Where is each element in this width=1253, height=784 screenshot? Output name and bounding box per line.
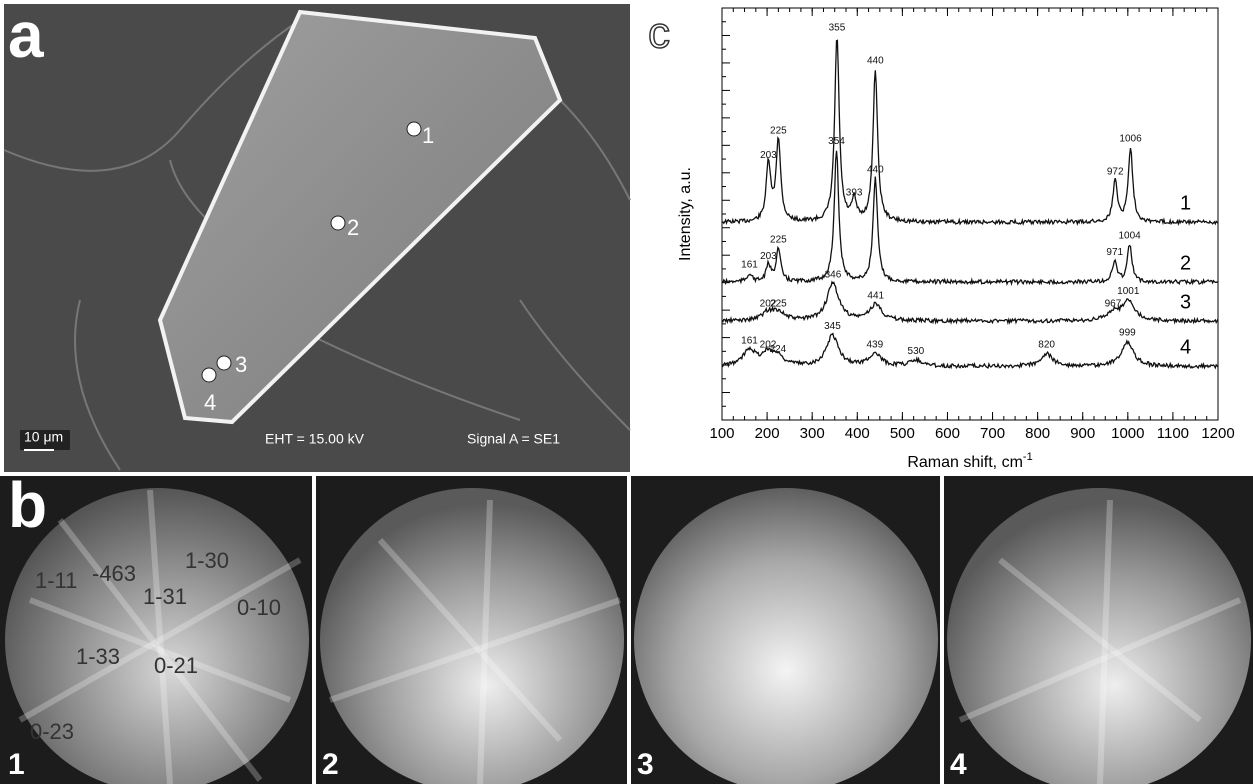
point-marker (331, 216, 345, 230)
chart-bg (632, 4, 1249, 472)
x-tick-label: 300 (800, 425, 825, 442)
y-axis-label: Intensity, a.u. (677, 167, 694, 261)
peak-label: 345 (824, 321, 841, 332)
peak-label: 441 (867, 290, 884, 301)
x-tick-label: 400 (845, 425, 870, 442)
peak-label: 967 (1105, 299, 1122, 310)
peak-label: 972 (1107, 167, 1124, 178)
point-label: 2 (347, 215, 359, 240)
peak-label: 225 (770, 235, 787, 246)
peak-label: 354 (828, 136, 845, 147)
point-label: 1 (422, 123, 434, 148)
pattern-index: 0-21 (154, 653, 198, 678)
eht-label: EHT = 15.00 kV (265, 431, 365, 447)
x-tick-label: 600 (935, 425, 960, 442)
pattern-index: 1-33 (76, 644, 120, 669)
peak-label: 225 (770, 299, 787, 310)
peak-label: 203 (760, 251, 777, 262)
panel-label: b (8, 469, 47, 541)
x-tick-label: 700 (980, 425, 1005, 442)
peak-label: 203 (760, 150, 777, 161)
spectrum-label: 4 (1180, 337, 1191, 359)
peak-label: 439 (867, 340, 884, 351)
panel-label: c (648, 9, 670, 58)
x-tick-label: 800 (1025, 425, 1050, 442)
ebsd-pattern (320, 488, 624, 784)
peak-label: 1001 (1117, 286, 1140, 297)
pattern-index: 0-10 (237, 595, 281, 620)
pattern-number: 4 (950, 748, 967, 781)
spectrum-label: 3 (1180, 291, 1191, 313)
pattern-number: 1 (8, 748, 25, 781)
point-label: 4 (204, 390, 216, 415)
peak-label: 1006 (1119, 134, 1142, 145)
panel-label: a (8, 0, 44, 71)
x-tick-label: 1200 (1201, 425, 1234, 442)
x-tick-label: 1100 (1157, 425, 1189, 442)
panel-a: 1 2 3 4 a 10 μm EHT = 15.00 kV Signal A … (4, 0, 630, 472)
spectrum-label: 1 (1180, 193, 1191, 215)
peak-label: 999 (1119, 327, 1136, 338)
x-tick-label: 1000 (1111, 425, 1144, 442)
scale-bar-label: 10 μm (24, 429, 63, 445)
peak-label: 820 (1038, 340, 1055, 351)
x-tick-label: 900 (1070, 425, 1095, 442)
peak-label: 355 (829, 22, 846, 33)
pattern-index: 1-31 (143, 584, 187, 609)
x-axis-label-text: Raman shift, cm (907, 454, 1023, 471)
peak-label: 161 (741, 259, 758, 270)
point-marker (407, 122, 421, 136)
peak-label: 161 (741, 336, 758, 347)
point-marker (217, 356, 231, 370)
peak-label: 346 (825, 270, 842, 281)
pattern-index: 1-30 (185, 548, 229, 573)
pattern-number: 3 (637, 748, 654, 781)
x-tick-label: 100 (709, 425, 734, 442)
peak-label: 224 (770, 344, 787, 355)
signal-label: Signal A = SE1 (467, 431, 560, 447)
peak-label: 1004 (1118, 231, 1141, 242)
ebsd-pattern (634, 488, 938, 784)
peak-label: 971 (1106, 247, 1123, 258)
pattern-index: 0-23 (30, 719, 74, 744)
point-marker (202, 368, 216, 382)
peak-label: 440 (867, 165, 884, 176)
figure: 1 2 3 4 a 10 μm EHT = 15.00 kV Signal A … (0, 0, 1253, 784)
peak-label: 530 (908, 346, 925, 357)
pattern-number: 2 (322, 748, 339, 781)
point-label: 3 (235, 352, 247, 377)
x-tick-label: 200 (755, 425, 780, 442)
peak-label: 393 (846, 187, 863, 198)
pattern-index: 1-11 (35, 568, 77, 593)
spectrum-label: 2 (1180, 252, 1191, 274)
panel-c: c Intensity, a.u. Raman shift, cm-1 100 2… (632, 4, 1249, 472)
x-axis-label-sup: -1 (1023, 451, 1033, 463)
panel-b: b 1-11 -463 1-30 1-31 0-10 1-33 0-21 0-2… (0, 469, 1253, 784)
x-axis-label: Raman shift, cm-1 (907, 451, 1032, 471)
x-tick-label: 500 (890, 425, 915, 442)
pattern-index: -463 (92, 561, 136, 586)
peak-label: 440 (867, 55, 884, 66)
peak-label: 225 (770, 125, 787, 136)
